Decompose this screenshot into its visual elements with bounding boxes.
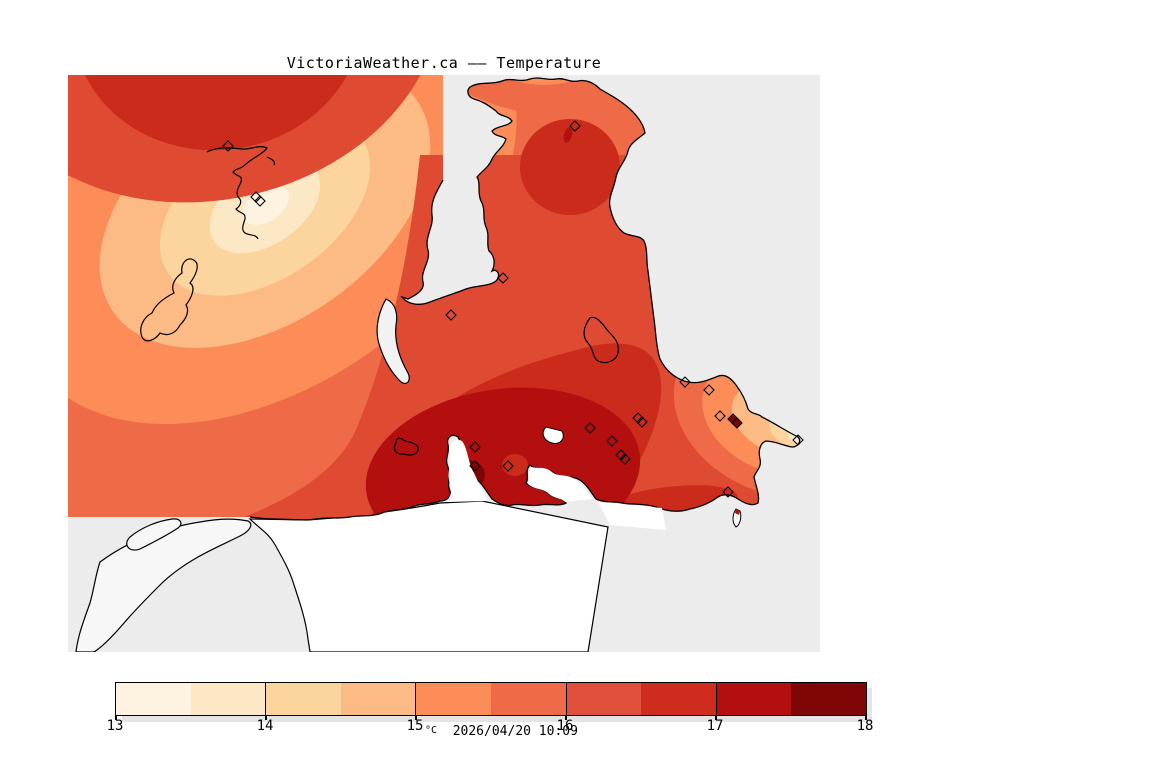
colorbar-segment [116, 683, 191, 715]
station-marker-diamond [469, 460, 481, 472]
colorbar-tick [715, 715, 717, 720]
lake-outline [583, 316, 619, 364]
colorbar-segment [265, 683, 341, 715]
colorbar-tick [115, 715, 117, 720]
gorge-water [542, 426, 564, 444]
temperature-map [68, 75, 820, 653]
lake-outline [393, 437, 419, 456]
colorbar-tick-label: 18 [856, 718, 874, 734]
colorbar-segment [415, 683, 491, 715]
station-marker-diamond [584, 422, 596, 434]
station-marker-diamond [254, 195, 266, 207]
harbour-water [446, 439, 488, 502]
colorbar-segment [190, 683, 266, 715]
islet-tip [735, 509, 740, 515]
island-contour [140, 258, 198, 342]
colorbar-tick [265, 715, 267, 720]
station-marker-diamond [569, 120, 581, 132]
map-canvas [68, 75, 820, 653]
colorbar-tick-label: 14 [256, 718, 274, 734]
station-marker-diamond [445, 309, 457, 321]
station-marker-diamond [502, 460, 514, 472]
station-marker-diamond [222, 140, 234, 152]
unit-label: °C [425, 725, 438, 736]
colorbar-caption: °C 2026/04/20 10:09 [425, 724, 578, 739]
colorbar-segment [791, 683, 866, 715]
colorbar [115, 682, 867, 716]
station-marker-diamond [722, 486, 734, 498]
station-marker-diamond [714, 410, 726, 422]
colorbar-segment [565, 683, 642, 715]
island-outline [75, 518, 252, 653]
colorbar-segment [715, 683, 792, 715]
colorbar-tick-label: 17 [706, 718, 724, 734]
station-marker-diamond [469, 441, 481, 453]
colorbar-tick-label: 15 [406, 718, 424, 734]
colorbar-tick [415, 715, 417, 720]
colorbar-segment [340, 683, 416, 715]
harbour-water [528, 467, 592, 502]
station-marker-diamond [703, 384, 715, 396]
station-marker-diamond [606, 435, 618, 447]
colorbar-segment [641, 683, 716, 715]
timestamp-label: 2026/04/20 10:09 [452, 724, 578, 739]
station-marker-diamond [636, 416, 648, 428]
colorbar-tick-label: 13 [106, 718, 124, 734]
sooke-inlet-outline [206, 146, 268, 240]
inlet-water [376, 298, 410, 385]
station-marker-diamond [619, 453, 631, 465]
colorbar-tick-label: 16 [556, 718, 574, 734]
station-marker-diamond [792, 434, 804, 446]
harbour-water [598, 502, 666, 530]
coastline [249, 77, 801, 521]
station-marker-diamond [731, 417, 743, 429]
colorbar-tick [565, 715, 567, 720]
station-marker-diamond [497, 272, 509, 284]
sooke-inlet-outline [266, 156, 276, 166]
colorbar-tick [865, 715, 867, 720]
colorbar-segment [490, 683, 566, 715]
station-marker-diamond [679, 376, 691, 388]
station-markers [222, 120, 804, 498]
island-outline [126, 518, 182, 551]
page-title: VictoriaWeather.ca —— Temperature [286, 54, 602, 72]
